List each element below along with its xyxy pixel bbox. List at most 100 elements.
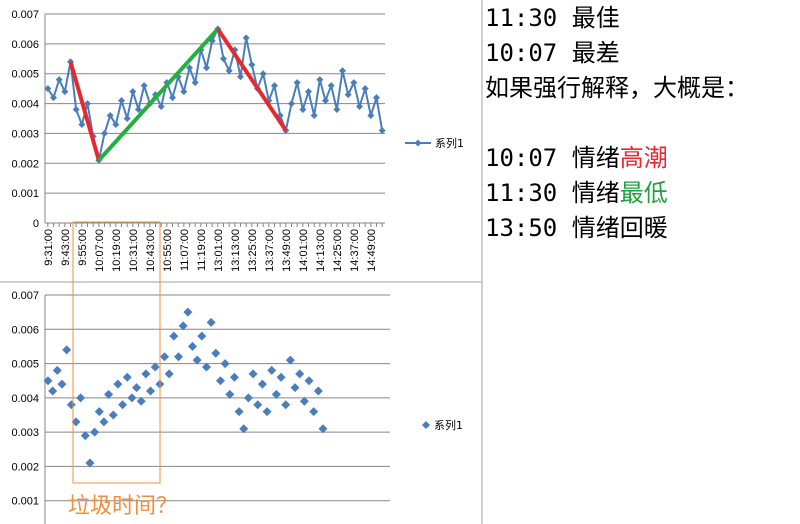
marker (248, 61, 256, 69)
point (313, 386, 323, 396)
marker (186, 64, 193, 72)
point (257, 379, 267, 389)
point (234, 407, 244, 417)
marker (344, 91, 352, 99)
point (192, 355, 202, 365)
marker (220, 55, 227, 63)
point (174, 352, 184, 362)
marker (299, 106, 307, 114)
marker (203, 64, 210, 72)
x-tick-label: 13:25:00 (247, 229, 259, 272)
point (229, 372, 239, 382)
x-tick-label: 14:01:00 (298, 229, 310, 272)
x-tick-label: 13:13:00 (230, 229, 242, 272)
drawn-green (97, 27, 220, 162)
note-line: 13:50 情绪回暖 (485, 214, 668, 242)
marker (225, 67, 233, 75)
note-text: 11:30 情绪 (485, 179, 620, 207)
point (48, 386, 58, 396)
point (215, 376, 225, 386)
x-tick-label: 14:13:00 (315, 229, 327, 272)
point (94, 407, 104, 417)
point (43, 376, 53, 386)
point (220, 359, 230, 369)
drawn-red (68, 61, 101, 161)
legend-label: 系列1 (435, 136, 464, 150)
y-tick-label: 0.001 (11, 496, 39, 508)
point (71, 417, 81, 427)
marker (373, 94, 380, 102)
marker (305, 88, 312, 96)
marker (378, 126, 386, 134)
point (160, 352, 170, 362)
y-tick-label: 0 (33, 218, 39, 230)
point (104, 389, 114, 399)
point (281, 400, 291, 410)
marker (259, 70, 267, 78)
point (262, 407, 272, 417)
y-tick-label: 0.003 (11, 128, 39, 140)
point (85, 458, 95, 468)
legend-marker (422, 421, 430, 429)
marker (271, 82, 278, 90)
point (295, 369, 305, 379)
x-tick-label: 11:07:00 (179, 229, 191, 271)
point (309, 407, 319, 417)
note-text: 13:50 情绪回暖 (485, 214, 668, 242)
annotation: 垃圾时间？ (68, 494, 178, 519)
point (99, 417, 109, 427)
note-line: 11:30 最佳 (485, 4, 620, 32)
point (211, 348, 221, 358)
marker (310, 112, 318, 120)
y-tick-label: 0.007 (11, 290, 39, 302)
point (178, 321, 188, 331)
x-tick-label: 13:49:00 (281, 229, 293, 272)
y-tick-label: 0.006 (11, 324, 39, 336)
legend-marker (414, 139, 422, 147)
marker (356, 103, 363, 111)
point (206, 317, 216, 327)
marker (112, 120, 120, 128)
point (76, 393, 86, 403)
note-text: 如果强行解释，大概是： (485, 74, 749, 102)
marker (169, 94, 176, 102)
point (122, 372, 132, 382)
point (57, 379, 67, 389)
x-tick-label: 14:37:00 (349, 229, 361, 272)
x-tick-label: 10:55:00 (162, 229, 174, 272)
y-tick-label: 0.003 (11, 427, 39, 439)
x-tick-label: 9:43:00 (60, 229, 72, 266)
scatter-chart: 0.001 0.002 0.003 0.004 0.005 0.006 0.007 系列1 垃圾… (11, 221, 463, 524)
y-tick-label: 0.006 (11, 39, 39, 51)
point (187, 341, 197, 351)
marker (118, 97, 125, 105)
point (127, 393, 137, 403)
marker (333, 106, 341, 114)
marker (140, 82, 148, 90)
point (150, 362, 160, 372)
note-text: 高潮 (620, 144, 668, 172)
point (141, 369, 151, 379)
y-tick-label: 0.002 (11, 158, 39, 170)
point (318, 424, 328, 434)
point (169, 331, 179, 341)
point (197, 331, 207, 341)
y-tick-label: 0.002 (11, 461, 39, 473)
note-line: 10:07 最差 (485, 39, 620, 67)
point (276, 372, 286, 382)
marker (237, 73, 244, 81)
marker (135, 106, 142, 114)
marker (129, 88, 137, 96)
x-tick-label: 14:49:00 (366, 229, 378, 272)
marker (339, 67, 346, 75)
point (304, 376, 314, 386)
point (253, 400, 263, 410)
y-tick-label: 0.005 (11, 359, 39, 371)
point (285, 355, 295, 365)
marker (84, 100, 91, 108)
marker (44, 85, 52, 93)
x-tick-label: 10:07:00 (94, 229, 106, 272)
marker (361, 85, 369, 93)
y-tick-label: 0.007 (11, 9, 39, 21)
x-tick-label: 10:43:00 (145, 229, 157, 272)
